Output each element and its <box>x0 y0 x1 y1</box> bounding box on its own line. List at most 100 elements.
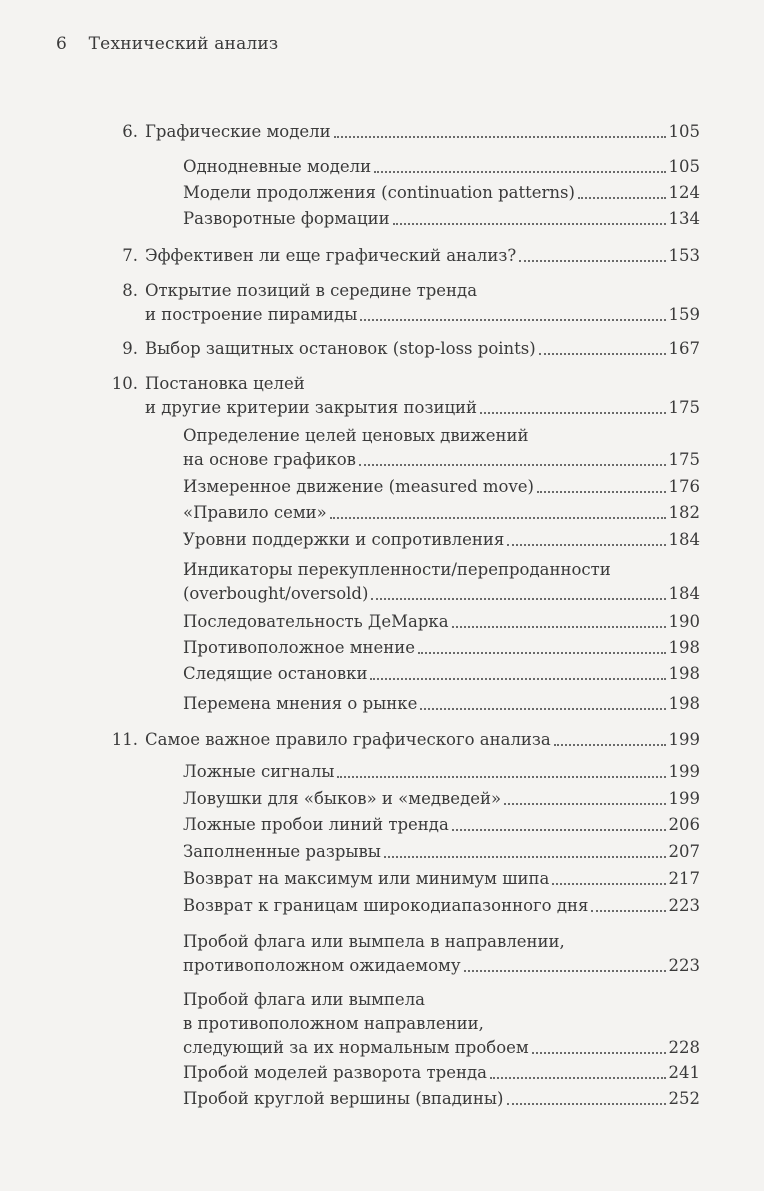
dot-leader <box>451 813 666 837</box>
toc-entry: Измеренное движение (measured move) 176 <box>183 475 700 499</box>
entry-page-number: 184 <box>668 584 701 603</box>
entry-title: Определение целей ценовых движений <box>183 426 529 445</box>
dot-leader <box>392 207 666 231</box>
entry-page-number: 198 <box>668 664 701 683</box>
toc-entry: Пробой флага или вымпела в направлении, п… <box>183 930 700 978</box>
toc-entry: Индикаторы перекупленности/перепроданнос… <box>183 558 700 606</box>
toc-entry: Ложные сигналы 199 <box>183 760 700 784</box>
entry-page-number: 217 <box>668 869 701 888</box>
entry-page-number: 199 <box>668 762 701 781</box>
toc-entry: Модели продолжения (continuation pattern… <box>183 181 700 205</box>
entry-title: Графические модели <box>145 122 331 141</box>
entry-title: Пробой круглой вершины (впадины) <box>183 1089 504 1108</box>
toc-entry: Ловушки для «быков» и «медведей» 199 <box>183 787 700 811</box>
entry-title: Последовательность ДеМарка <box>183 612 449 631</box>
entry-page-number: 223 <box>668 896 701 915</box>
dot-leader <box>489 1061 666 1085</box>
entry-page-number: 175 <box>668 398 701 417</box>
entry-title: Пробой флага или вымпела в направлении, <box>183 932 565 951</box>
toc-entry: 6. Графические модели 105 <box>108 120 700 144</box>
dot-leader <box>519 244 666 268</box>
toc-entry: Заполненные разрывы 207 <box>183 840 700 864</box>
entry-page-number: 182 <box>668 503 701 522</box>
running-header: 6 Технический анализ <box>56 34 278 54</box>
toc-entry: Ложные пробои линий тренда 206 <box>183 813 700 837</box>
entry-title: Заполненные разрывы <box>183 842 381 861</box>
toc-entry: 7. Эффективен ли еще графический анализ? 1… <box>108 244 700 268</box>
toc-entry: 9. Выбор защитных остановок (stop-loss po… <box>108 337 700 361</box>
toc-entry: Пробой моделей разворота тренда 241 <box>183 1061 700 1085</box>
toc-entry: 8. Открытие позиций в середине тренда и по… <box>108 279 700 327</box>
entry-title: Уровни поддержки и сопротивления <box>183 530 505 549</box>
toc-entry: Пробой круглой вершины (впадины) 252 <box>183 1087 700 1111</box>
toc-entry: Последовательность ДеМарка 190 <box>183 610 700 634</box>
entry-page-number: 167 <box>668 339 701 358</box>
chapter-number: 8. <box>122 281 138 300</box>
dot-leader <box>504 787 666 811</box>
entry-page-number: 223 <box>668 956 701 975</box>
entry-title: и другие критерии закрытия позиций <box>145 398 478 417</box>
entry-title: Самое важное правило графического анализ… <box>145 730 551 749</box>
dot-leader <box>370 662 666 686</box>
dot-leader <box>507 528 666 552</box>
dot-leader <box>577 181 666 205</box>
entry-title: в противоположном направлении, <box>183 1014 484 1033</box>
entry-title: Однодневные модели <box>183 157 372 176</box>
entry-page-number: 153 <box>668 246 701 265</box>
dot-leader <box>591 894 666 918</box>
toc-entry: Перемена мнения о рынке 198 <box>183 692 700 716</box>
entry-title: Измеренное движение (measured move) <box>183 477 534 496</box>
entry-title: Выбор защитных остановок (stop-loss poin… <box>145 339 536 358</box>
chapter-number: 6. <box>122 122 138 141</box>
entry-title: Эффективен ли еще графический анализ? <box>145 246 517 265</box>
chapter-number: 11. <box>111 730 138 749</box>
entry-page-number: 105 <box>668 157 701 176</box>
toc-entry: Однодневные модели 105 <box>183 155 700 179</box>
entry-title: (overbought/oversold) <box>183 584 369 603</box>
dot-leader <box>451 610 666 634</box>
running-title: Технический анализ <box>88 34 279 54</box>
dot-leader <box>538 337 666 361</box>
dot-leader <box>329 501 666 525</box>
entry-title: Модели продолжения (continuation pattern… <box>183 183 575 202</box>
dot-leader <box>506 1087 666 1111</box>
dot-leader <box>463 954 666 978</box>
toc-entry: 11. Самое важное правило графического ана… <box>108 728 700 752</box>
entry-title: следующий за их нормальным пробоем <box>183 1038 529 1057</box>
dot-leader <box>418 636 666 660</box>
toc-entry: Пробой флага или вымпела в противоположно… <box>183 988 700 1060</box>
entry-title: Пробой флага или вымпела <box>183 990 426 1009</box>
entry-title: «Правило семи» <box>183 503 327 522</box>
entry-title: Ловушки для «быков» и «медведей» <box>183 789 502 808</box>
toc-entry: 10. Постановка целей и другие критерии зак… <box>108 372 700 420</box>
entry-page-number: 228 <box>668 1038 701 1057</box>
entry-page-number: 252 <box>668 1089 701 1108</box>
entry-page-number: 190 <box>668 612 701 631</box>
entry-title: Открытие позиций в середине тренда <box>145 281 478 300</box>
toc-entry: Возврат на максимум или минимум шипа 217 <box>183 867 700 891</box>
entry-page-number: 184 <box>668 530 701 549</box>
entry-title: противоположном ожидаемому <box>183 956 461 975</box>
dot-leader <box>333 120 666 144</box>
entry-title: Ложные сигналы <box>183 762 335 781</box>
entry-page-number: 198 <box>668 638 701 657</box>
dot-leader <box>420 692 666 716</box>
toc-entry: Определение целей ценовых движений на осн… <box>183 424 700 472</box>
entry-title: Противоположное мнение <box>183 638 416 657</box>
entry-page-number: 134 <box>668 209 701 228</box>
entry-title: Постановка целей <box>145 374 305 393</box>
entry-title: Индикаторы перекупленности/перепроданнос… <box>183 560 611 579</box>
entry-page-number: 241 <box>668 1063 701 1082</box>
page-number: 6 <box>56 34 68 54</box>
entry-page-number: 175 <box>668 450 701 469</box>
entry-page-number: 159 <box>668 305 701 324</box>
toc-entry: Следящие остановки 198 <box>183 662 700 686</box>
dot-leader <box>531 1036 666 1060</box>
entry-title: Ложные пробои линий тренда <box>183 815 449 834</box>
dot-leader <box>371 582 666 606</box>
toc-entry: Уровни поддержки и сопротивления 184 <box>183 528 700 552</box>
chapter-number: 10. <box>111 374 138 393</box>
dot-leader <box>360 303 666 327</box>
dot-leader <box>480 396 666 420</box>
entry-page-number: 198 <box>668 694 701 713</box>
